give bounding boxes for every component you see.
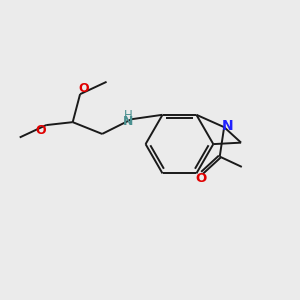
- Text: N: N: [123, 115, 133, 128]
- Text: O: O: [196, 172, 207, 184]
- Text: O: O: [36, 124, 46, 137]
- Text: H: H: [124, 109, 132, 122]
- Text: O: O: [78, 82, 89, 95]
- Text: N: N: [222, 119, 233, 133]
